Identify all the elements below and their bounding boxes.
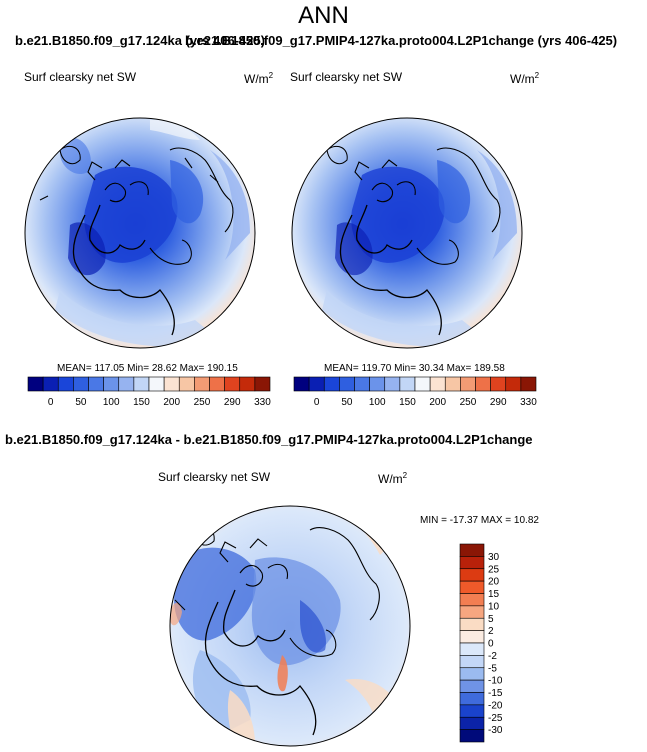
colorbar-swatch xyxy=(194,376,210,392)
colorbar-swatch xyxy=(459,716,485,730)
right-panel-title: b.e21.B1850.f09_g17.PMIP4-127ka.proto004… xyxy=(185,33,618,48)
right-variable-label: Surf clearsky net SW xyxy=(290,70,403,84)
colorbar-swatch xyxy=(505,376,522,392)
colorbar-swatch xyxy=(459,556,485,570)
colorbar-swatch xyxy=(323,376,340,392)
colorbar-tick-label: 0 xyxy=(488,639,494,650)
colorbar-swatch xyxy=(520,376,537,392)
difference-units-label: W/m2 xyxy=(378,471,408,486)
colorbar-swatch xyxy=(118,376,135,392)
colorbar-swatch xyxy=(444,376,461,392)
colorbar-tick-label: 290 xyxy=(490,397,507,408)
colorbar-tick-label: 0 xyxy=(48,397,54,408)
colorbar-swatch xyxy=(459,617,485,631)
colorbar-swatch xyxy=(339,376,355,392)
colorbar-tick-label: 5 xyxy=(488,614,494,625)
colorbar-tick-label: 100 xyxy=(103,397,120,408)
colorbar-swatch xyxy=(459,605,485,619)
colorbar-swatch xyxy=(459,692,485,706)
colorbar-swatch xyxy=(459,729,485,743)
left-units-label: W/m2 xyxy=(244,71,274,86)
colorbar-tick-label: 20 xyxy=(488,577,500,588)
left-colorbar: 0 50 100 150 200 250 290 330 xyxy=(27,376,271,408)
right-units-label: W/m2 xyxy=(510,71,540,86)
colorbar-swatch xyxy=(459,655,485,669)
difference-polar-map xyxy=(169,505,411,747)
difference-variable-label: Surf clearsky net SW xyxy=(158,470,271,484)
colorbar-swatch xyxy=(103,376,120,392)
colorbar-tick-label: 290 xyxy=(224,397,241,408)
right-polar-map xyxy=(291,117,523,349)
colorbar-swatch xyxy=(73,376,89,392)
colorbar-swatch xyxy=(42,376,59,392)
left-polar-map xyxy=(24,117,256,349)
colorbar-swatch xyxy=(459,593,485,607)
colorbar-swatch xyxy=(293,376,310,392)
colorbar-tick-label: 0 xyxy=(314,397,320,408)
colorbar-tick-label: 150 xyxy=(399,397,416,408)
colorbar-tick-label: 50 xyxy=(75,397,87,408)
colorbar-swatch xyxy=(133,376,150,392)
colorbar-tick-label: 200 xyxy=(163,397,180,408)
colorbar-tick-label: 250 xyxy=(460,397,477,408)
colorbar-swatch xyxy=(178,376,195,392)
colorbar-tick-label: -30 xyxy=(488,725,503,736)
colorbar-tick-label: 200 xyxy=(429,397,446,408)
colorbar-swatch xyxy=(399,376,416,392)
colorbar-swatch xyxy=(369,376,386,392)
colorbar-swatch xyxy=(459,580,485,594)
colorbar-swatch xyxy=(354,376,370,392)
left-stats: MEAN= 117.05 Min= 28.62 Max= 190.15 xyxy=(57,363,238,374)
colorbar-tick-label: -15 xyxy=(488,688,503,699)
colorbar-swatch xyxy=(460,376,476,392)
colorbar-swatch xyxy=(414,376,431,392)
colorbar-tick-label: 50 xyxy=(341,397,353,408)
right-stats: MEAN= 119.70 Min= 30.34 Max= 189.58 xyxy=(324,363,505,374)
colorbar-swatch xyxy=(459,679,485,693)
colorbar-tick-label: -2 xyxy=(488,651,497,662)
colorbar-tick-label: 330 xyxy=(254,397,271,408)
colorbar-swatch xyxy=(475,376,491,392)
colorbar-swatch xyxy=(88,376,104,392)
colorbar-swatch xyxy=(254,376,271,392)
colorbar-swatch xyxy=(209,376,225,392)
colorbar-tick-label: -10 xyxy=(488,676,503,687)
colorbar-tick-label: 150 xyxy=(133,397,150,408)
colorbar-tick-label: 30 xyxy=(488,552,500,563)
colorbar-swatch xyxy=(148,376,165,392)
colorbar-tick-label: -20 xyxy=(488,700,503,711)
colorbar-tick-label: 15 xyxy=(488,589,500,600)
colorbar-tick-label: 100 xyxy=(369,397,386,408)
colorbar-swatch xyxy=(459,642,485,656)
main-title: ANN xyxy=(298,2,349,29)
colorbar-swatch xyxy=(429,376,446,392)
difference-stats: MIN = -17.37 MAX = 10.82 xyxy=(420,515,539,526)
colorbar-swatch xyxy=(459,667,485,681)
left-variable-label: Surf clearsky net SW xyxy=(24,70,137,84)
colorbar-swatch xyxy=(384,376,401,392)
colorbar-swatch xyxy=(163,376,180,392)
colorbar-tick-label: 330 xyxy=(520,397,537,408)
colorbar-tick-label: 250 xyxy=(194,397,211,408)
colorbar-swatch xyxy=(459,704,485,718)
colorbar-swatch xyxy=(459,568,485,582)
colorbar-swatch xyxy=(490,376,507,392)
colorbar-swatch xyxy=(27,376,44,392)
colorbar-tick-label: -25 xyxy=(488,713,503,724)
difference-panel-title: b.e21.B1850.f09_g17.124ka - b.e21.B1850.… xyxy=(5,432,533,447)
left-panel-title: b.e21.B1850.f09_g17.124ka (yrs 406-425) xyxy=(15,33,266,48)
colorbar-tick-label: 25 xyxy=(488,564,500,575)
colorbar-tick-label: -5 xyxy=(488,663,497,674)
colorbar-tick-label: 2 xyxy=(488,626,494,637)
colorbar-swatch xyxy=(459,543,485,557)
colorbar-tick-label: 10 xyxy=(488,601,500,612)
colorbar-swatch xyxy=(459,630,485,644)
colorbar-swatch xyxy=(224,376,241,392)
colorbar-swatch xyxy=(57,376,74,392)
right-colorbar: 0 50 100 150 200 250 290 330 xyxy=(293,376,537,408)
colorbar-swatch xyxy=(239,376,256,392)
colorbar-swatch xyxy=(308,376,325,392)
